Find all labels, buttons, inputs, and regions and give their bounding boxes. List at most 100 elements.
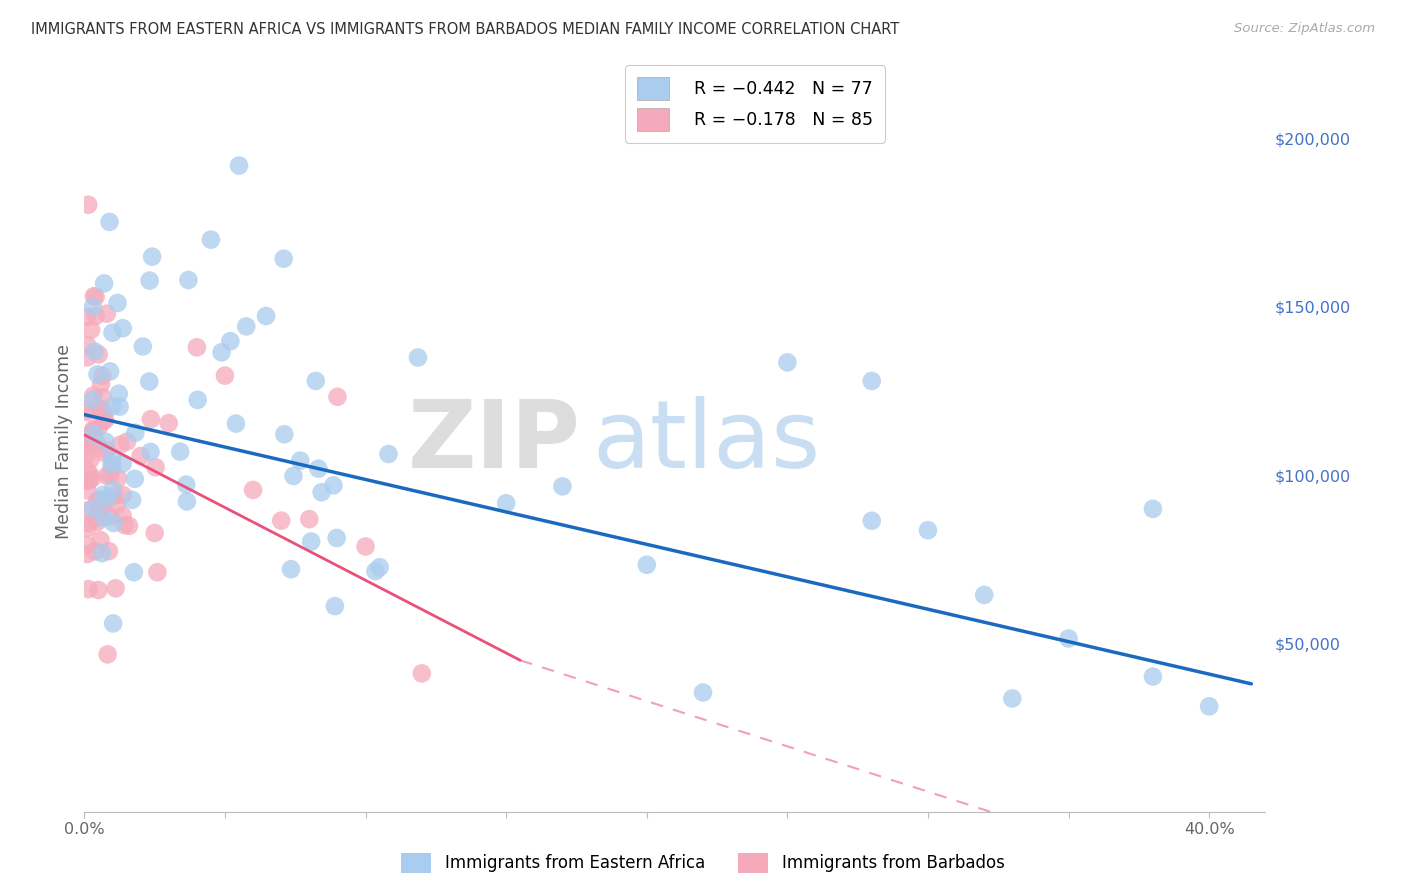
Point [146,566,169,580]
Point [1198,699,1220,714]
Point [636,558,658,572]
Point [1142,669,1164,683]
Point [157,416,180,430]
Point [77,474,100,488]
Point [82,392,104,407]
Point [91,488,114,502]
Point [122,565,145,579]
Point [354,540,377,554]
Point [83,424,105,438]
Point [290,453,312,467]
Point [87,582,110,597]
Point [1057,632,1080,646]
Point [77,473,100,487]
Point [101,460,124,475]
Point [98,468,121,483]
Point [111,488,134,502]
Point [139,445,162,459]
Point [76,435,98,450]
Text: atlas: atlas [592,395,821,488]
Point [299,534,322,549]
Point [97,544,120,558]
Point [860,374,883,388]
Point [96,491,118,506]
Point [242,483,264,497]
Text: Source: ZipAtlas.com: Source: ZipAtlas.com [1234,22,1375,36]
Point [305,374,328,388]
Point [87,420,110,434]
Point [79,452,101,467]
Point [76,448,98,462]
Point [200,233,222,247]
Point [219,334,242,348]
Point [917,523,939,537]
Point [174,477,197,491]
Point [89,533,111,547]
Point [97,648,120,662]
Point [91,390,114,404]
Point [83,344,105,359]
Point [103,489,125,503]
Point [121,492,143,507]
Point [692,685,714,699]
Point [186,340,208,354]
Point [103,516,125,530]
Point [177,273,200,287]
Point [76,405,98,419]
Point [76,483,98,498]
Point [96,468,118,483]
Point [111,321,134,335]
Point [311,485,333,500]
Point [91,499,114,513]
Point [107,296,129,310]
Point [108,438,131,452]
Point [82,434,104,449]
Y-axis label: Median Family Income: Median Family Income [55,344,73,539]
Point [143,526,166,541]
Point [495,496,517,510]
Point [364,564,387,578]
Point [326,390,349,404]
Point [93,412,115,426]
Point [283,469,305,483]
Point [82,501,104,516]
Point [101,450,124,465]
Point [270,514,292,528]
Point [77,438,100,452]
Point [98,215,121,229]
Point [176,494,198,508]
Point [111,508,134,523]
Point [325,531,347,545]
Point [98,364,121,378]
Point [100,458,122,472]
Point [80,323,103,337]
Point [76,439,98,453]
Point [76,464,98,478]
Point [138,375,160,389]
Point [83,427,105,442]
Point [105,498,128,512]
Point [115,434,138,449]
Point [235,319,257,334]
Point [169,444,191,458]
Point [91,368,114,383]
Point [76,428,98,442]
Point [94,446,117,460]
Legend:   R = −0.442   N = 77,   R = −0.178   N = 85: R = −0.442 N = 77, R = −0.178 N = 85 [626,65,884,143]
Point [101,483,124,497]
Point [273,427,295,442]
Point [96,307,118,321]
Point [211,345,233,359]
Point [860,514,883,528]
Point [323,599,346,614]
Point [411,666,433,681]
Point [551,479,574,493]
Point [82,422,104,436]
Point [76,350,98,364]
Text: IMMIGRANTS FROM EASTERN AFRICA VS IMMIGRANTS FROM BARBADOS MEDIAN FAMILY INCOME : IMMIGRANTS FROM EASTERN AFRICA VS IMMIGR… [31,22,900,37]
Point [76,338,98,352]
Point [228,159,250,173]
Point [225,417,247,431]
Point [101,616,124,631]
Point [86,515,108,529]
